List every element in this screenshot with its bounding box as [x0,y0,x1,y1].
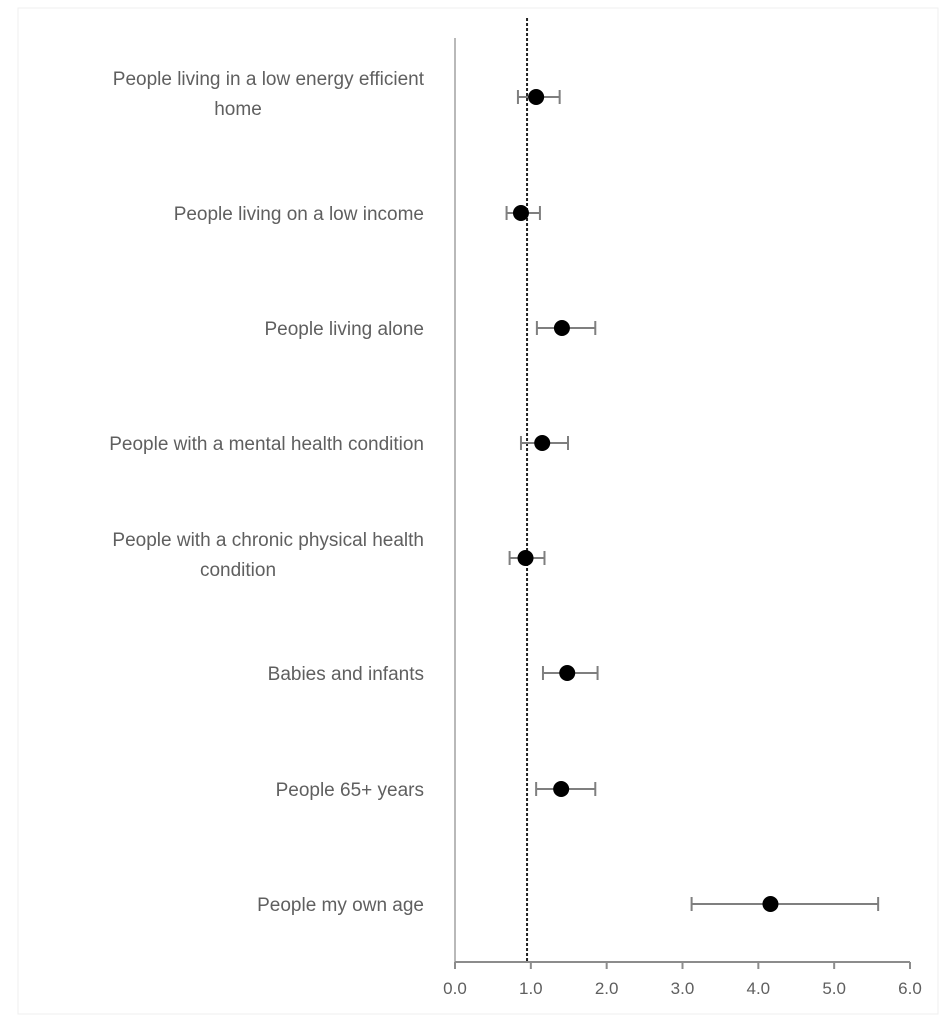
category-label: home [214,99,262,120]
category-label: People with a mental health condition [109,434,424,455]
chart-border [17,7,939,1015]
category-label: People with a chronic physical health [112,530,424,551]
x-tick-label: 3.0 [671,979,695,998]
category-label: People living in a low energy efficient [113,69,425,90]
forest-row: People living alone [264,319,597,340]
forest-row: Babies and infants [268,664,599,685]
x-tick-label: 1.0 [519,979,543,998]
point-estimate [528,89,545,105]
category-label: People 65+ years [276,780,424,801]
forest-row: People with a chronic physical health con… [112,530,546,581]
point-estimate [534,435,551,451]
category-label: People living on a low income [174,204,424,225]
forest-row: People my own age [257,895,880,916]
forest-row: People 65+ years [276,780,597,801]
point-estimate [762,896,779,912]
point-estimate [517,550,534,566]
x-tick-label: 0.0 [443,979,467,998]
category-label: Babies and infants [268,664,424,685]
category-label: People my own age [257,895,424,916]
category-label: condition [200,560,276,581]
point-estimate [559,665,576,681]
x-axis-ticks: 0.0 1.0 2.0 3.0 4.0 5.0 6.0 [443,962,922,998]
point-estimate [512,205,529,221]
point-estimate [553,781,570,797]
x-tick-label: 2.0 [595,979,619,998]
forest-row: People with a mental health condition [109,434,569,455]
forest-row: People living on a low income [174,204,541,225]
x-tick-label: 6.0 [898,979,922,998]
x-tick-label: 5.0 [822,979,846,998]
x-tick-label: 4.0 [747,979,771,998]
forest-rows: People living in a low energy efficient h… [109,69,880,916]
point-estimate [553,320,570,336]
category-label: People living alone [264,319,424,340]
forest-row: People living in a low energy efficient h… [113,69,561,120]
